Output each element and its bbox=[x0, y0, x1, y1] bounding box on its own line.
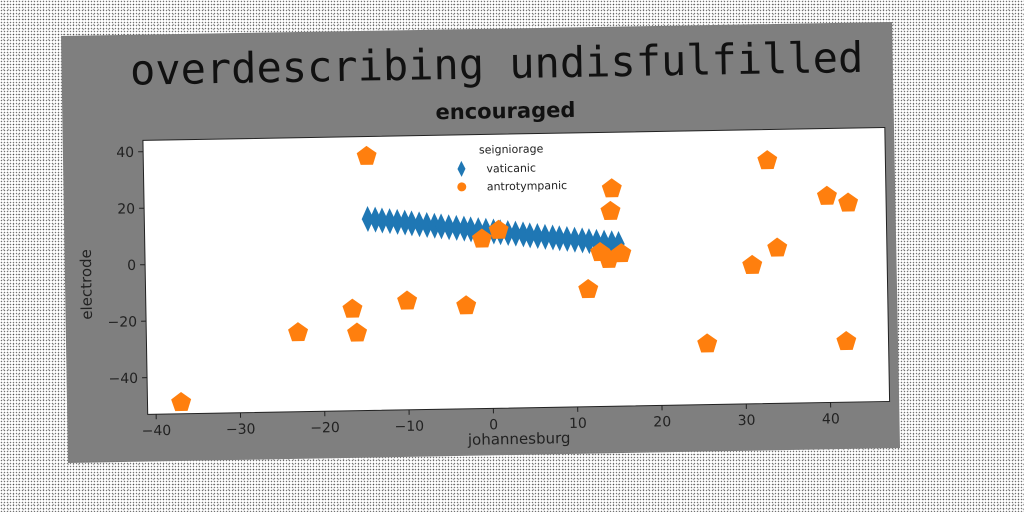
antrotympanic-point bbox=[347, 322, 368, 342]
antrotympanic-point bbox=[288, 322, 309, 342]
antrotympanic-point bbox=[471, 228, 492, 248]
vaticanic-point bbox=[523, 222, 536, 249]
y-tick-label: −20 bbox=[107, 314, 137, 331]
antrotympanic-point bbox=[611, 243, 632, 263]
vaticanic-point bbox=[553, 225, 566, 252]
vaticanic-point bbox=[539, 223, 552, 250]
vaticanic-point bbox=[517, 221, 530, 248]
series-layer bbox=[171, 145, 859, 412]
antrotympanic-point bbox=[488, 219, 509, 239]
vaticanic-point bbox=[450, 214, 463, 241]
x-tick-label: −30 bbox=[226, 422, 256, 439]
antrotympanic-point bbox=[397, 290, 418, 310]
legend-label-vaticanic: vaticanic bbox=[486, 162, 536, 176]
vaticanic-point bbox=[428, 212, 441, 239]
antrotympanic-point bbox=[697, 333, 718, 353]
vaticanic-point bbox=[583, 228, 596, 255]
series-antrotympanic bbox=[171, 145, 859, 412]
x-axis: −40 −30 −20 −10 0 10 20 30 40 bbox=[142, 402, 840, 440]
vaticanic-point bbox=[442, 214, 455, 241]
x-axis-label: johannesburg bbox=[467, 429, 571, 449]
y-tick-label: 40 bbox=[116, 145, 134, 161]
x-tick-label: 0 bbox=[489, 417, 498, 433]
vaticanic-point bbox=[391, 208, 404, 235]
y-tick-label: −40 bbox=[108, 371, 138, 388]
vaticanic-point bbox=[531, 223, 544, 250]
legend-marker-vaticanic bbox=[457, 160, 466, 177]
vaticanic-point bbox=[509, 220, 522, 247]
antrotympanic-point bbox=[601, 178, 622, 198]
legend: seigniorage vaticanic antrotympanic bbox=[457, 142, 568, 193]
vaticanic-point bbox=[561, 225, 574, 252]
y-axis-label: electrode bbox=[77, 249, 96, 320]
y-axis: 40 20 0 −20 −40 bbox=[107, 145, 148, 388]
vaticanic-point bbox=[376, 207, 389, 234]
antrotympanic-point bbox=[456, 295, 477, 315]
vaticanic-point bbox=[361, 206, 374, 233]
x-tick-label: 40 bbox=[822, 411, 840, 427]
y-tick-label: 20 bbox=[117, 201, 135, 217]
x-tick-label: −10 bbox=[394, 419, 424, 436]
vaticanic-point bbox=[369, 206, 382, 233]
antrotympanic-point bbox=[836, 330, 857, 351]
antrotympanic-point bbox=[600, 200, 621, 220]
vaticanic-point bbox=[576, 227, 589, 254]
antrotympanic-point bbox=[171, 391, 192, 412]
chart-title: encouraged bbox=[435, 98, 575, 124]
vaticanic-point bbox=[420, 211, 433, 238]
antrotympanic-point bbox=[816, 185, 837, 205]
vaticanic-point bbox=[413, 211, 426, 238]
x-tick-label: −20 bbox=[310, 420, 340, 437]
x-tick-label: 10 bbox=[569, 416, 587, 432]
vaticanic-point bbox=[398, 209, 411, 236]
legend-label-antrotympanic: antrotympanic bbox=[487, 179, 568, 193]
antrotympanic-point bbox=[767, 237, 788, 257]
antrotympanic-point bbox=[838, 192, 859, 212]
antrotympanic-point bbox=[742, 254, 763, 275]
y-tick-label: 0 bbox=[127, 258, 136, 274]
vaticanic-point bbox=[405, 210, 418, 237]
x-tick-label: −40 bbox=[142, 423, 172, 440]
antrotympanic-point bbox=[342, 298, 363, 318]
vaticanic-point bbox=[568, 226, 581, 253]
vaticanic-point bbox=[458, 215, 471, 242]
antrotympanic-point bbox=[757, 150, 778, 170]
antrotympanic-point bbox=[356, 145, 377, 165]
vaticanic-point bbox=[383, 208, 396, 235]
vaticanic-point bbox=[435, 213, 448, 240]
legend-marker-antrotympanic bbox=[457, 182, 467, 192]
vaticanic-point bbox=[546, 224, 559, 251]
legend-title: seigniorage bbox=[479, 142, 544, 156]
x-tick-label: 30 bbox=[738, 413, 756, 429]
antrotympanic-point bbox=[578, 278, 599, 299]
x-tick-label: 20 bbox=[653, 414, 671, 430]
